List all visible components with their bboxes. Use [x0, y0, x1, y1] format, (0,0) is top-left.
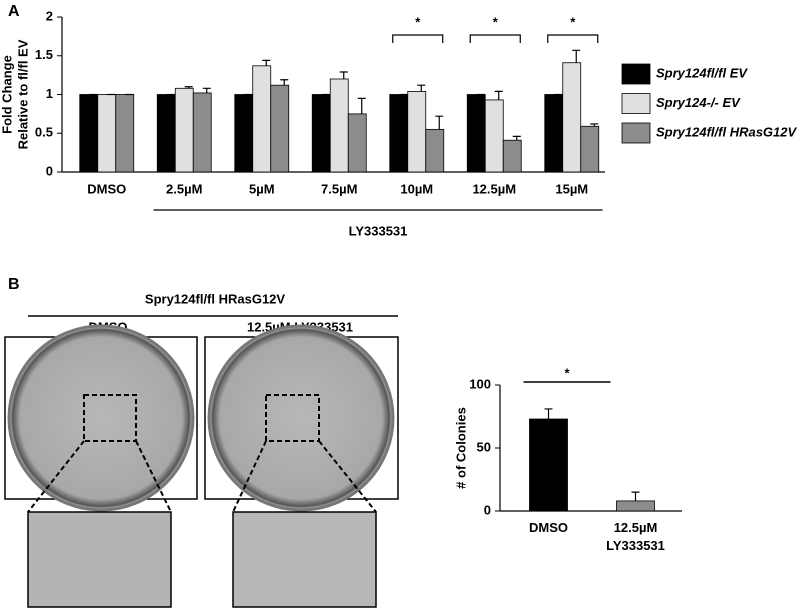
x-tick-label: 10µM: [400, 181, 433, 196]
error-bar: [590, 123, 599, 127]
x-tick-label: DMSO: [87, 181, 126, 196]
error-bar: [572, 49, 581, 63]
bar: [234, 94, 254, 173]
y-tick-label: 0: [484, 502, 491, 517]
bar: [407, 91, 427, 173]
bar: [502, 139, 522, 173]
group-label: LY333531: [349, 223, 408, 238]
bar: [484, 99, 504, 173]
bar: [97, 94, 117, 173]
x-tick-label: 15µM: [555, 181, 588, 196]
error-bar: [184, 86, 193, 89]
significance-label: *: [415, 14, 421, 29]
bar: [544, 94, 564, 173]
legend-label: Spry124-/- EV: [656, 95, 741, 110]
x-tick-label: DMSO: [529, 520, 568, 535]
error-bar: [417, 84, 426, 92]
x-tick-label: 7.5µM: [321, 181, 357, 196]
y-axis-label: Relative to fl/fl EV: [15, 39, 30, 149]
error-bar: [202, 87, 211, 93]
error-bar: [280, 79, 289, 86]
x-tick-label: 12.5µM LY333531: [606, 520, 665, 553]
error-bar: [357, 97, 366, 114]
bar: [389, 94, 409, 173]
y-tick-label: 1: [46, 86, 53, 101]
plate-image: [204, 324, 399, 608]
bar: [79, 94, 99, 173]
x-tick-label: 12.5µM: [472, 181, 516, 196]
significance-label: *: [570, 14, 576, 29]
legend-swatch: [621, 122, 651, 144]
plate-image: [4, 324, 198, 608]
x-tick-label: 2.5µM: [166, 181, 202, 196]
x-tick-label: 5µM: [249, 181, 275, 196]
bar: [347, 113, 367, 173]
bar: [192, 92, 212, 173]
significance-label: *: [564, 365, 570, 380]
header: Spry124fl/fl HRasG12V: [145, 291, 286, 306]
bar: [616, 500, 655, 512]
bar: [270, 84, 290, 173]
bar: [156, 94, 176, 173]
bar: [425, 128, 445, 173]
y-tick-label: 2: [46, 8, 53, 23]
error-bar: [512, 135, 521, 141]
legend-swatch: [621, 93, 651, 114]
significance-label: *: [493, 14, 499, 29]
bar: [562, 62, 582, 173]
significance-bracket: [547, 34, 599, 43]
significance-bracket: [392, 34, 444, 43]
y-tick-label: 50: [477, 439, 491, 454]
y-axis-label: # of Colonies: [453, 407, 468, 489]
legend-label: Spry124fl/fl EV: [656, 65, 748, 80]
panel-label: A: [8, 3, 20, 20]
bar: [466, 94, 486, 173]
bar: [529, 418, 568, 512]
panel-label: B: [8, 276, 20, 293]
bar: [115, 94, 135, 173]
error-bar: [494, 90, 503, 100]
legend-label: Spry124fl/fl HRasG12V: [656, 124, 798, 139]
bar: [311, 94, 331, 173]
y-axis-label: Fold Change: [0, 55, 14, 134]
significance-bracket: [469, 34, 521, 43]
error-bar: [544, 408, 553, 420]
y-tick-label: 0: [46, 163, 53, 178]
y-tick-label: 0.5: [35, 125, 53, 140]
legend-swatch: [621, 63, 651, 85]
error-bar: [631, 491, 640, 501]
bar: [329, 78, 349, 173]
bar: [252, 65, 272, 173]
error-bar: [262, 59, 271, 66]
y-tick-label: 1.5: [35, 47, 53, 62]
y-tick-label: 100: [469, 376, 491, 391]
bar: [580, 125, 600, 173]
error-bar: [435, 115, 444, 130]
bar: [174, 87, 194, 173]
error-bar: [339, 71, 348, 79]
